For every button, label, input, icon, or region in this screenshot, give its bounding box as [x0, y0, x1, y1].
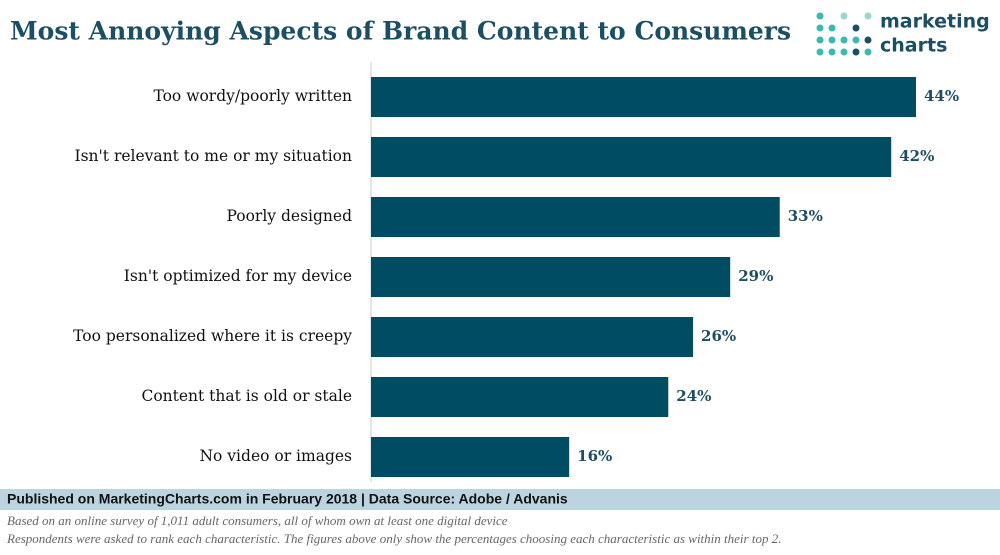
- category-label: Isn't optimized for my device: [124, 267, 352, 285]
- bar: [371, 437, 570, 477]
- value-label: 33%: [788, 207, 823, 225]
- category-label: Isn't relevant to me or my situation: [74, 147, 352, 165]
- logo-text: marketing: [880, 11, 990, 33]
- value-label: 29%: [738, 267, 773, 285]
- source: Published on MarketingCharts.com in Febr…: [7, 491, 568, 507]
- value-label: 24%: [676, 387, 711, 405]
- source-band: [0, 489, 1000, 510]
- chart-title: Most Annoying Aspects of Brand Content t…: [10, 17, 791, 46]
- logo: marketing charts: [816, 11, 990, 57]
- value-label: 44%: [924, 87, 959, 105]
- category-label: Too wordy/poorly written: [153, 87, 352, 105]
- note: Based on an online survey of 1,011 adult…: [7, 513, 508, 528]
- bar: [371, 257, 731, 297]
- bar: [371, 377, 669, 417]
- value-label: 16%: [577, 447, 612, 465]
- category-label: Poorly designed: [226, 207, 352, 225]
- value-label: 42%: [899, 147, 934, 165]
- bar: [371, 197, 780, 237]
- value-label: 26%: [701, 327, 736, 345]
- category-label: Too personalized where it is creepy: [73, 327, 352, 345]
- logo-text: charts: [880, 35, 947, 57]
- category-label: Content that is old or stale: [141, 387, 352, 405]
- bar: [371, 137, 892, 177]
- category-label: No video or images: [199, 447, 352, 465]
- bar: [371, 317, 694, 357]
- bar: [371, 77, 916, 117]
- note: Respondents were asked to rank each char…: [6, 531, 781, 546]
